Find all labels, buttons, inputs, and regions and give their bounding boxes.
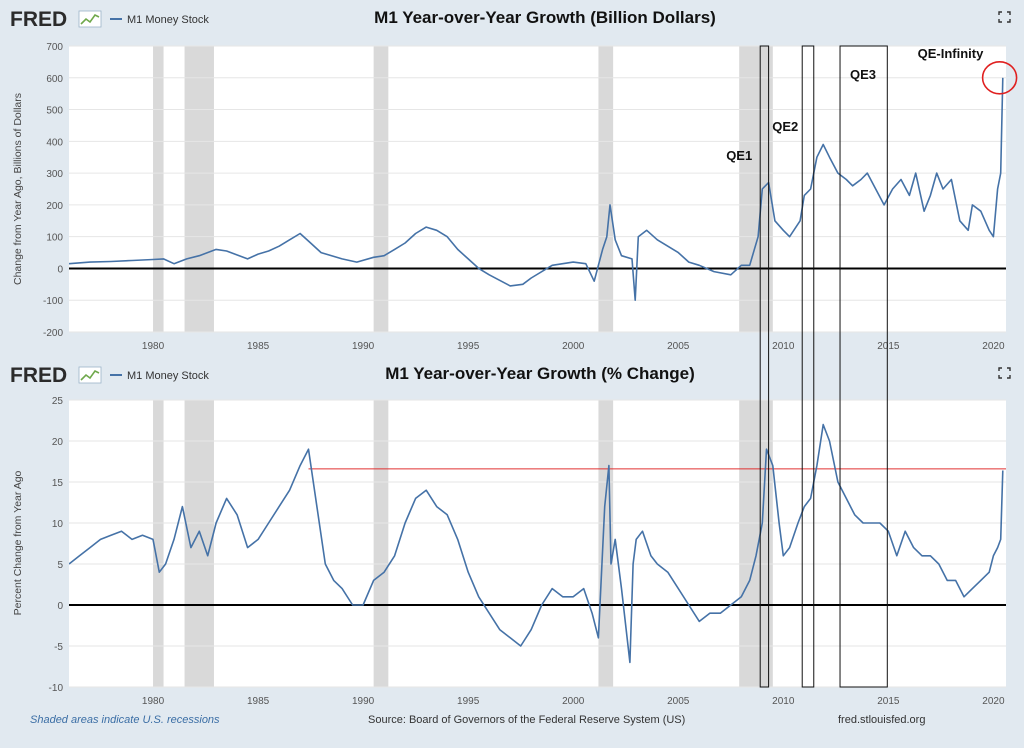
x-tick-label: 1990: [352, 696, 375, 707]
y-tick-label: 400: [46, 137, 63, 148]
site-link[interactable]: fred.stlouisfed.org: [838, 714, 925, 726]
qe-box: [839, 45, 888, 688]
fullscreen-icon[interactable]: [998, 367, 1011, 379]
y-tick-label: 700: [46, 42, 63, 53]
legend-label: M1 Money Stock: [127, 370, 209, 382]
x-tick-label: 2020: [982, 696, 1005, 707]
chart-title: M1 Year-over-Year Growth (% Change): [385, 364, 695, 383]
x-tick-label: 2000: [562, 696, 585, 707]
recession-note: Shaded areas indicate U.S. recessions: [30, 714, 220, 726]
fred-logo: FRED: [10, 8, 67, 31]
x-tick-label: 1985: [247, 696, 270, 707]
x-tick-label: 1985: [247, 341, 270, 352]
y-tick-label: -5: [54, 642, 63, 653]
source-text: Source: Board of Governors of the Federa…: [368, 714, 685, 726]
qe-label: QE-Infinity: [918, 46, 984, 61]
qe-infinity-circle: [981, 60, 1018, 95]
recession-band: [373, 46, 389, 332]
x-tick-label: 2000: [562, 341, 585, 352]
fred-logo-graph-icon: [78, 10, 102, 28]
y-tick-label: 0: [57, 601, 63, 612]
recession-band: [184, 46, 214, 332]
recession-band: [373, 400, 389, 687]
plot-area-2: [69, 400, 1006, 687]
x-tick-label: 2005: [667, 341, 690, 352]
qe-label: QE3: [850, 67, 876, 82]
y-tick-label: -100: [43, 296, 63, 307]
x-tick-label: 1980: [142, 696, 165, 707]
y-tick-label: 100: [46, 233, 63, 244]
y-tick-label: -200: [43, 328, 63, 339]
recession-band: [153, 400, 164, 687]
x-tick-label: 2005: [667, 696, 690, 707]
y-tick-label: 20: [52, 437, 64, 448]
y-tick-label: 200: [46, 201, 63, 212]
y-tick-label: 300: [46, 169, 63, 180]
y-tick-label: 25: [52, 396, 64, 407]
x-tick-label: 2015: [877, 341, 900, 352]
x-tick-label: 2015: [877, 696, 900, 707]
qe-box: [759, 45, 770, 688]
y-tick-label: 10: [52, 519, 64, 530]
y-tick-label: 0: [57, 264, 63, 275]
y-tick-label: 600: [46, 74, 63, 85]
recession-band: [598, 46, 614, 332]
recession-band: [739, 400, 773, 687]
y-tick-label: 500: [46, 106, 63, 117]
x-tick-label: 1995: [457, 696, 480, 707]
qe-box: [801, 45, 815, 688]
x-tick-label: 1980: [142, 341, 165, 352]
series-line: [69, 423, 1004, 664]
y-tick-label: 5: [57, 560, 63, 571]
recession-band: [153, 46, 164, 332]
chart-title: M1 Year-over-Year Growth (Billion Dollar…: [374, 8, 716, 27]
footer: Shaded areas indicate U.S. recessions So…: [30, 714, 925, 726]
fred-logo: FRED: [10, 364, 67, 387]
recession-band: [184, 400, 214, 687]
series-line: [69, 77, 1004, 302]
panel2-header: FRED M1 Money Stock M1 Year-over-Year Gr…: [10, 364, 1011, 387]
qe-label: QE2: [772, 119, 798, 134]
panel1-header: FRED M1 Money Stock M1 Year-over-Year Gr…: [10, 8, 1011, 31]
x-tick-label: 1995: [457, 341, 480, 352]
plot-area-1: [69, 46, 1006, 332]
fullscreen-icon[interactable]: [998, 11, 1011, 23]
x-tick-label: 2010: [772, 341, 795, 352]
x-tick-label: 2010: [772, 696, 795, 707]
x-tick-label: 2020: [982, 341, 1005, 352]
y-tick-label: 15: [52, 478, 64, 489]
y-axis-label: Change from Year Ago, Billions of Dollar…: [12, 93, 24, 285]
legend-label: M1 Money Stock: [127, 14, 209, 26]
y-axis-label: Percent Change from Year Ago: [12, 470, 24, 615]
recession-band: [739, 46, 773, 332]
fred-logo-graph-icon: [78, 366, 102, 384]
qe-label: QE1: [726, 148, 752, 163]
y-tick-label: -10: [49, 683, 64, 694]
x-tick-label: 1990: [352, 341, 375, 352]
